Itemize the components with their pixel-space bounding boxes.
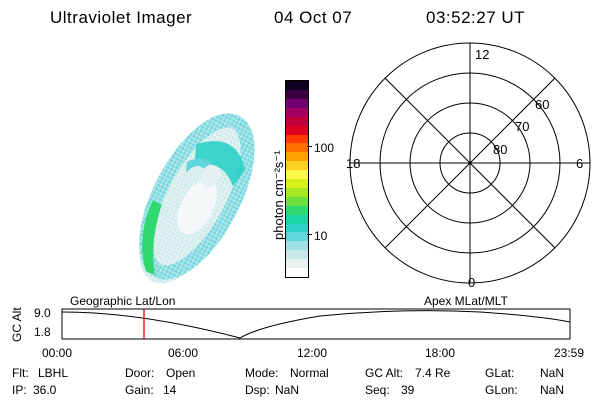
info-dsp-value: NaN: [275, 383, 300, 397]
instrument-title: Ultraviolet Imager: [50, 8, 193, 27]
timeline-left-title: Geographic Lat/Lon: [70, 294, 176, 308]
info-flt-key: Flt:: [12, 366, 29, 380]
info-flt-value: LBHL: [38, 366, 69, 380]
info-gain-key: Gain:: [125, 383, 154, 397]
colorbar-swatch: [286, 134, 308, 144]
info-glon-key: GLon:: [485, 383, 518, 397]
info-door-key: Door:: [125, 366, 155, 380]
colorbar-swatch: [286, 143, 308, 153]
timeline-right-title: Apex MLat/MLT: [424, 294, 508, 308]
colorbar-swatch: [286, 196, 308, 206]
mlt-label-18: 18: [346, 156, 360, 171]
colorbar-swatch: [286, 107, 308, 117]
info-gcalt-key: GC Alt:: [365, 366, 404, 380]
colorbar-swatch: [286, 223, 308, 233]
colorbar-swatch: [286, 125, 308, 135]
timeline-xtick-2359: 23:59: [554, 346, 585, 360]
lat-label-70: 70: [515, 119, 529, 134]
info-mode-value: Normal: [290, 366, 329, 380]
info-gain-value: 14: [163, 383, 177, 397]
colorbar-swatch: [286, 187, 308, 197]
info-door-value: Open: [166, 366, 196, 380]
colorbar-tick-mark-10: [307, 234, 312, 235]
timeline-ytick-top: 9.0: [34, 306, 51, 320]
mlt-label-12: 12: [475, 47, 489, 62]
image-time: 03:52:27 UT: [426, 8, 526, 27]
colorbar-tick-10: 10: [314, 229, 328, 243]
lat-label-60: 60: [535, 97, 549, 112]
colorbar-tick-100: 100: [314, 141, 335, 155]
polar-grid: 12 6 0 18 60 70 80: [346, 42, 591, 290]
auroral-image: [139, 113, 255, 284]
mlt-label-6: 6: [576, 156, 583, 171]
colorbar-tick-mark-100: [307, 146, 312, 147]
colorbar-swatch: [286, 214, 308, 224]
colorbar-swatch: [286, 250, 308, 260]
info-dsp-key: Dsp:: [245, 383, 270, 397]
image-date: 04 Oct 07: [274, 8, 353, 27]
colorbar-swatch: [286, 161, 308, 171]
info-glat-value: NaN: [540, 366, 565, 380]
timeline-xtick-0600: 06:00: [168, 346, 199, 360]
info-seq-key: Seq:: [365, 383, 390, 397]
info-gcalt-value: 7.4 Re: [415, 366, 451, 380]
colorbar-swatch: [286, 205, 308, 215]
timeline-plot: [61, 308, 571, 340]
mlt-label-0: 0: [468, 275, 475, 290]
timeline-xtick-0000: 00:00: [42, 346, 73, 360]
colorbar-swatch: [286, 268, 308, 277]
colorbar-swatch: [286, 89, 308, 99]
colorbar-swatch: [286, 81, 308, 90]
colorbar-swatch: [286, 241, 308, 251]
colorbar-swatch: [286, 116, 308, 126]
lat-label-80: 80: [493, 142, 507, 157]
colorbar-swatch: [286, 232, 308, 242]
timeline-axis-label: GC Alt: [10, 307, 24, 342]
timeline-xtick-1800: 18:00: [425, 346, 456, 360]
info-mode-key: Mode:: [245, 366, 279, 380]
colorbar-label: photon cm⁻²s⁻¹: [271, 150, 286, 240]
colorbar-swatch: [286, 259, 308, 269]
colorbar-swatch: [286, 152, 308, 162]
info-ip-value: 36.0: [33, 383, 57, 397]
colorbar-swatch: [286, 170, 308, 180]
info-ip-key: IP:: [12, 383, 27, 397]
info-glon-value: NaN: [540, 383, 565, 397]
colorbar: [285, 80, 309, 278]
timeline-xtick-1200: 12:00: [297, 346, 328, 360]
timeline-ytick-bottom: 1.8: [34, 325, 51, 339]
colorbar-swatch: [286, 179, 308, 188]
colorbar-swatch: [286, 98, 308, 108]
info-seq-value: 39: [401, 383, 415, 397]
info-glat-key: GLat:: [485, 366, 515, 380]
